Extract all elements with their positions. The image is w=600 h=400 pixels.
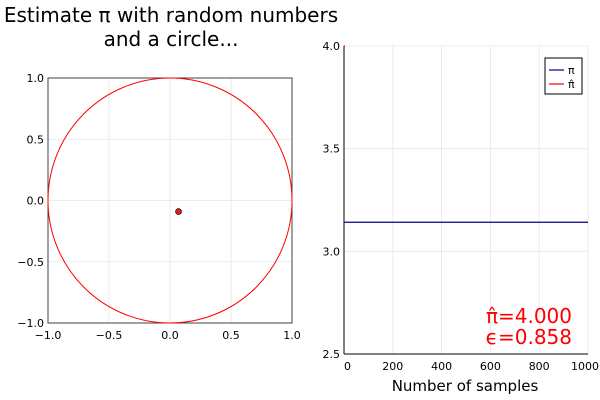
left-x-tick-labels: −1.0 −0.5 0.0 0.5 1.0: [35, 329, 301, 342]
right-x-tick-label: 200: [382, 360, 403, 373]
sample-points: [175, 208, 182, 215]
chart-title-line-1: Estimate π with random numbers: [4, 3, 338, 27]
right-x-tick-label: 600: [480, 360, 501, 373]
right-y-tick-label: 2.5: [323, 348, 341, 361]
right-y-tick-labels: 2.5 3.0 3.5 4.0: [323, 40, 341, 361]
legend-label-pi: π: [568, 64, 575, 77]
left-y-tick-label: −0.5: [17, 256, 44, 269]
right-x-tick-label: 0: [344, 360, 351, 373]
left-grid: [47, 77, 293, 324]
right-y-tick-label: 4.0: [323, 40, 341, 53]
sample-point: [175, 208, 182, 215]
left-x-tick-label: 0.5: [222, 329, 240, 342]
left-x-tick-label: −0.5: [96, 329, 123, 342]
left-y-tick-label: 0.5: [27, 133, 45, 146]
legend-label-pi-hat: π̂: [568, 78, 575, 91]
x-axis-label: Number of samples: [392, 377, 539, 395]
error-annotation: ϵ=0.858: [486, 325, 572, 349]
series-point-1: [343, 45, 346, 47]
right-x-tick-label: 1000: [571, 360, 599, 373]
left-plot-area: −1.0 −0.5 0.0 0.5 1.0 −1.0 −0.5 0.0 0.5 1.0: [17, 72, 300, 342]
left-x-tick-label: −1.0: [35, 329, 62, 342]
legend: π π̂: [544, 57, 583, 95]
chart-title-line-2: and a circle...: [104, 27, 239, 51]
left-y-tick-label: 1.0: [27, 72, 45, 85]
legend-box: [544, 57, 583, 95]
left-x-tick-label: 1.0: [283, 329, 301, 342]
right-y-tick-label: 3.5: [323, 143, 341, 156]
right-series-lines: [343, 45, 588, 223]
right-axis-lines: [343, 46, 588, 355]
right-x-tick-label: 400: [431, 360, 452, 373]
left-y-tick-labels: −1.0 −0.5 0.0 0.5 1.0: [17, 72, 44, 330]
right-y-tick-label: 3.0: [323, 245, 341, 258]
right-plot-area: 0 200 400 600 800 1000 2.5 3.0 3.5 4.0 Number of…: [323, 40, 600, 395]
left-y-tick-label: −1.0: [17, 317, 44, 330]
right-x-tick-labels: 0 200 400 600 800 1000: [344, 360, 599, 373]
left-y-tick-label: 0.0: [27, 195, 45, 208]
left-x-tick-label: 0.0: [161, 329, 179, 342]
unit-circle: [47, 77, 293, 324]
right-x-tick-label: 800: [529, 360, 550, 373]
pi-estimate-annotation: π̂=4.000: [486, 304, 572, 328]
